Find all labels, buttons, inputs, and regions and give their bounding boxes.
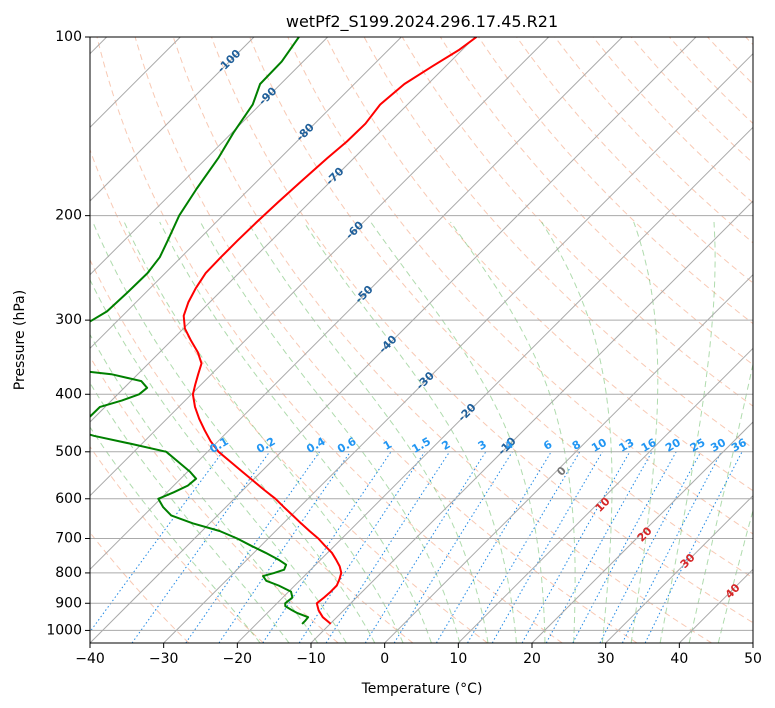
background-lines — [90, 37, 753, 643]
isotherm-line — [90, 37, 697, 643]
y-axis-title: Pressure (hPa) — [12, 290, 28, 390]
isotherm-line — [90, 37, 476, 423]
moist-adiabat — [199, 221, 461, 643]
profile-line — [90, 37, 310, 625]
isotherm-line — [384, 273, 753, 643]
plot-frame — [89, 36, 754, 644]
mixing-ratio-line — [131, 451, 271, 643]
dry-adiabat — [90, 445, 264, 643]
y-tick-label: 700 — [55, 531, 82, 547]
y-tick-label: 800 — [55, 565, 82, 581]
moist-adiabat — [90, 426, 261, 643]
mixing-ratio-line — [298, 451, 426, 643]
dry-adiabat — [554, 37, 753, 244]
mixing-ratio-line — [599, 451, 702, 643]
sounding-profiles — [90, 37, 478, 625]
chart-title: wetPf2_S199.2024.296.17.45.R21 — [286, 12, 558, 32]
mixing-ratio-line — [325, 451, 451, 643]
isotherm-line — [90, 37, 402, 350]
mixing-ratio-line — [572, 451, 677, 643]
moist-adiabat — [247, 221, 489, 643]
x-tick-label: −30 — [149, 651, 179, 667]
isotherm-line — [90, 37, 329, 276]
moist-adiabat — [90, 382, 290, 643]
isotherm-line — [163, 52, 753, 643]
y-tick-label: 200 — [55, 208, 82, 224]
isotherm-line — [531, 421, 753, 643]
isotherm-line — [236, 126, 753, 643]
moist-adiabat — [659, 221, 716, 643]
x-tick-label: −20 — [223, 651, 253, 667]
mixing-ratio-line — [90, 451, 224, 633]
y-tick-label: 600 — [55, 491, 82, 507]
y-tick-label: 900 — [55, 595, 82, 611]
y-tick-label: 1000 — [46, 622, 82, 638]
mixing-ratio-line — [644, 451, 743, 643]
x-tick-label: 50 — [744, 651, 762, 667]
dry-adiabat — [134, 37, 638, 643]
x-tick-label: 10 — [449, 651, 467, 667]
moist-adiabat — [450, 221, 576, 643]
dry-adiabat — [478, 37, 753, 325]
mixing-ratio-line — [435, 451, 552, 643]
isotherm-line — [310, 200, 753, 643]
mixing-ratio-line — [262, 451, 392, 643]
dry-adiabat — [592, 37, 753, 204]
mixing-ratio-line — [218, 451, 351, 643]
moist-adiabat — [370, 221, 546, 643]
isotherm-line — [90, 37, 550, 497]
dry-adiabat — [96, 37, 563, 643]
dry-adiabat — [172, 37, 712, 643]
x-tick-label: −40 — [75, 651, 105, 667]
dry-adiabat — [630, 37, 753, 164]
x-tick-label: 30 — [597, 651, 615, 667]
moist-adiabat — [630, 221, 659, 643]
isotherm-line — [90, 37, 623, 571]
dry-adiabat — [363, 37, 753, 449]
x-axis-title: Temperature (°C) — [361, 681, 483, 697]
mixing-ratio-line — [185, 451, 321, 643]
isotherm-line — [90, 37, 255, 202]
y-tick-label: 100 — [55, 29, 82, 45]
x-tick-label: 20 — [523, 651, 541, 667]
dry-adiabat — [439, 37, 753, 366]
dry-adiabat — [287, 37, 753, 535]
y-tick-label: 300 — [55, 312, 82, 328]
isotherm-line — [457, 347, 753, 643]
dry-adiabat — [90, 148, 488, 643]
x-tick-label: 0 — [380, 651, 389, 667]
moist-adiabat — [541, 221, 613, 643]
moist-adiabat — [303, 221, 517, 643]
dry-adiabat — [249, 37, 753, 579]
mixing-ratio-line — [545, 451, 653, 643]
x-tick-label: 40 — [670, 651, 688, 667]
moist-adiabat — [92, 221, 376, 643]
profile-line — [182, 37, 478, 625]
dry-adiabat — [401, 37, 753, 407]
x-tick-label: −10 — [296, 651, 326, 667]
mixing-ratio-line — [364, 451, 487, 643]
dry-adiabat — [90, 258, 414, 643]
mixing-ratio-line — [521, 451, 631, 643]
moist-adiabat — [159, 221, 432, 643]
y-tick-label: 500 — [55, 444, 82, 460]
moist-adiabat — [90, 333, 319, 643]
isotherm-line — [605, 494, 753, 643]
axes: −40 −30 −20 −10 0 10 20 30 40 50 100 200 300 400 500 60… — [46, 29, 762, 667]
y-tick-label: 400 — [55, 386, 82, 402]
moist-adiabat — [90, 278, 347, 643]
moist-adiabat — [123, 221, 404, 643]
